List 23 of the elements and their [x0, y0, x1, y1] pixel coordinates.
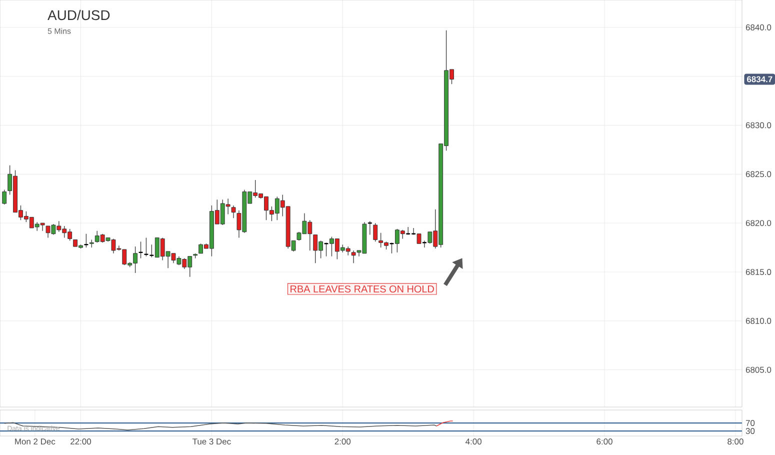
y-tick-label: 6810.0	[746, 318, 772, 324]
x-tick-label: 6:00	[596, 438, 612, 445]
x-tick-label: 4:00	[466, 438, 482, 445]
annotation: RBA LEAVES RATES ON HOLD	[290, 285, 434, 292]
y-tick-label: 6805.0	[746, 366, 772, 373]
text: 6834.7	[747, 76, 772, 82]
y-tick-label: 6815.0	[746, 268, 772, 275]
candlestick	[2, 189, 7, 205]
y-tick-label: 6825.0	[746, 171, 772, 178]
x-tick-label: 22:00	[70, 438, 92, 445]
y-tick-label: 6840.0	[746, 24, 772, 30]
x-tick-label: 2:00	[334, 438, 351, 445]
y-tick-label: 70	[746, 420, 755, 426]
y-tick-label: 30	[746, 428, 755, 434]
candlestick	[373, 222, 378, 242]
x-tick-label: Tue 3 Dec	[192, 438, 231, 445]
x-tick-label: Mon 2 Dec	[15, 438, 56, 445]
x-tick-label: 8:00	[728, 438, 744, 445]
candlestick	[416, 233, 422, 244]
text: AUD/USD	[48, 10, 110, 20]
y-tick-label: 6820.0	[746, 220, 772, 226]
y-tick-label: 6830.0	[746, 122, 772, 128]
candlestick	[231, 205, 236, 219]
